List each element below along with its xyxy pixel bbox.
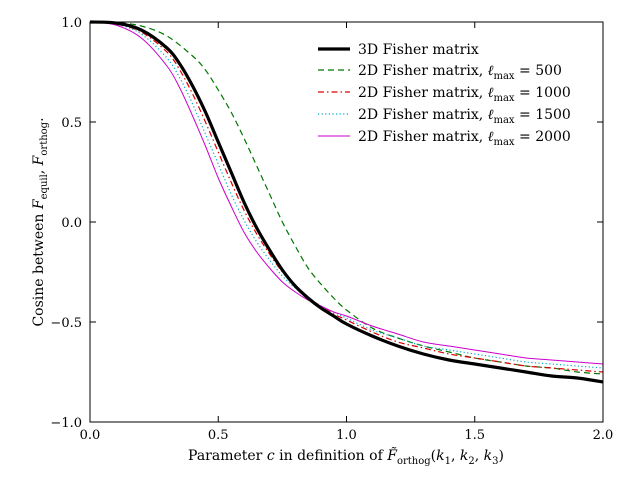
series-line-2 [89, 21, 604, 373]
legend-label-1000: 2D Fisher matrix, ℓmax = 1000 [358, 85, 571, 104]
y-tick-label-3: −0.5 [50, 316, 82, 331]
series-line-3 [89, 21, 604, 369]
y-tick-label-0: 1.0 [61, 16, 82, 31]
plot-frame [89, 21, 604, 423]
x-tick-label-3: 1.5 [464, 428, 485, 443]
x-tick-label-4: 2.0 [593, 428, 614, 443]
series-layer [89, 20, 604, 384]
series-line-4 [89, 21, 604, 365]
x-axis-label: Parameter c in definition of F̃orthog(k1… [188, 446, 504, 467]
legend-label-3d: 3D Fisher matrix [358, 42, 479, 58]
legend: 3D Fisher matrix 2D Fisher matrix, ℓmax … [318, 42, 571, 148]
y-tick-label-4: −1.0 [50, 416, 82, 431]
y-axis-label: Cosine between Fequil, Forthog. [31, 117, 50, 326]
x-tick-label-2: 1.0 [336, 428, 357, 443]
ticks-layer: 0.0 0.5 1.0 1.5 2.0 1.0 0.5 0.0 −0.5 −1.0 [50, 16, 613, 443]
x-tick-label-1: 0.5 [208, 428, 229, 443]
legend-label-2000: 2D Fisher matrix, ℓmax = 2000 [358, 129, 571, 148]
series-line-0 [89, 20, 604, 384]
y-tick-label-2: 0.0 [61, 216, 82, 231]
series-line-1 [89, 21, 604, 375]
legend-label-500: 2D Fisher matrix, ℓmax = 500 [358, 63, 562, 82]
y-tick-label-1: 0.5 [61, 116, 82, 131]
legend-label-1500: 2D Fisher matrix, ℓmax = 1500 [358, 107, 571, 126]
x-tick-label-0: 0.0 [80, 428, 101, 443]
